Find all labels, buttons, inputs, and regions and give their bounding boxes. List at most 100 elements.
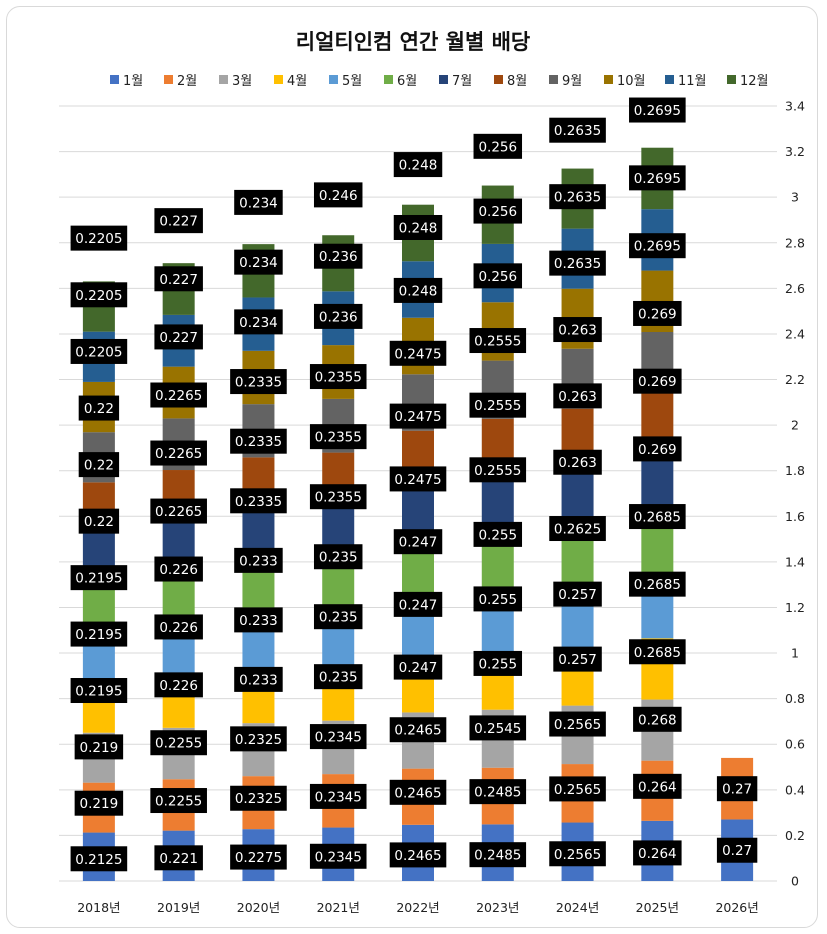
data-label: 0.22 (84, 401, 114, 417)
data-label-box (549, 516, 606, 542)
data-label-box (389, 717, 447, 743)
y-axis: 0 0.2 0.4 0.6 0.8 1 1.2 1.4 1.6 1.8 2 2.2 2.4 2.6 2.8 3… (785, 99, 805, 889)
data-label: 0.2195 (75, 627, 122, 643)
y-tick-label: 0.2 (785, 828, 805, 843)
data-label: 0.269 (638, 442, 677, 458)
data-label: 0.246 (319, 188, 358, 204)
legend: 1월 2월 3월 4월 5월 6월 7월 8월 9월 10월 11월 12월 (110, 74, 769, 89)
data-label-box (230, 369, 287, 395)
data-label-box (234, 607, 283, 633)
data-label: 0.2355 (315, 370, 362, 386)
data-label-box (70, 621, 128, 647)
x-tick-label: 2024년 (556, 900, 599, 915)
data-label-box (473, 133, 523, 159)
data-label-box (389, 779, 447, 805)
x-tick-label: 2022년 (396, 900, 439, 915)
data-label: 0.2485 (474, 848, 521, 864)
data-label: 0.2465 (394, 785, 441, 801)
data-label-box (629, 97, 686, 123)
x-tick-label: 2023년 (476, 900, 519, 915)
legend-swatch (494, 75, 503, 84)
data-label-box (234, 189, 283, 215)
data-label-box (553, 317, 602, 343)
data-label-box (78, 452, 120, 478)
y-tick-label: 1.2 (785, 600, 805, 615)
data-label: 0.263 (558, 455, 597, 471)
data-label-box (393, 654, 443, 680)
data-label: 0.2635 (554, 256, 601, 272)
data-label: 0.27 (722, 843, 752, 859)
data-label: 0.2475 (394, 472, 441, 488)
data-label: 0.227 (159, 272, 198, 288)
data-label-box (473, 521, 523, 547)
data-label: 0.2205 (75, 288, 122, 304)
data-label-box (154, 266, 203, 292)
data-label: 0.219 (80, 796, 119, 812)
data-label: 0.236 (319, 309, 358, 325)
data-label: 0.263 (558, 389, 597, 405)
data-label-box (309, 424, 367, 450)
data-label: 0.2465 (394, 848, 441, 864)
data-label-box (469, 779, 527, 805)
data-label: 0.2555 (474, 334, 521, 350)
data-label: 0.2695 (634, 103, 681, 119)
data-label-box (393, 214, 443, 240)
x-tick-label: 2021년 (317, 900, 360, 915)
legend-label: 4월 (287, 74, 307, 89)
data-label-box (74, 790, 124, 816)
data-label: 0.2555 (474, 398, 521, 414)
y-tick-label: 0 (791, 874, 799, 889)
data-label: 0.22 (84, 514, 114, 530)
data-label-box (473, 198, 523, 224)
data-label-box (549, 184, 606, 210)
data-label-box (629, 504, 686, 530)
data-label-box (389, 842, 447, 868)
data-label-box (309, 783, 367, 809)
data-label-box (154, 556, 203, 582)
data-label: 0.2345 (315, 730, 362, 746)
legend-label: 12월 (740, 74, 769, 89)
data-label: 0.2275 (235, 850, 282, 866)
data-label: 0.2545 (474, 721, 521, 737)
data-label: 0.2125 (75, 852, 122, 868)
data-label-box (309, 364, 367, 390)
data-label-box (313, 303, 363, 329)
data-label-box (633, 300, 682, 326)
data-label-box (78, 395, 120, 421)
data-label-box (553, 449, 602, 475)
data-label: 0.256 (478, 269, 517, 285)
data-label: 0.257 (558, 587, 597, 603)
legend-swatch (604, 75, 613, 84)
legend-item: 2월 (164, 74, 197, 89)
data-label: 0.235 (319, 550, 358, 566)
data-label-box (78, 508, 120, 534)
data-label: 0.255 (478, 592, 517, 608)
data-label-box (74, 734, 124, 760)
data-label-box (234, 666, 283, 692)
data-label: 0.2345 (315, 849, 362, 865)
data-label: 0.2565 (554, 717, 601, 733)
data-label: 0.234 (239, 315, 278, 331)
y-tick-label: 2.8 (785, 235, 805, 250)
data-label-box (469, 392, 527, 418)
legend-item: 6월 (384, 74, 417, 89)
data-label-box (469, 328, 527, 354)
data-label: 0.2195 (75, 684, 122, 700)
legend-label: 9월 (562, 74, 582, 89)
legend-item: 9월 (549, 74, 582, 89)
data-label-box (469, 457, 527, 483)
legend-label: 10월 (617, 74, 646, 89)
legend-swatch (164, 75, 173, 84)
data-label: 0.2695 (634, 171, 681, 187)
data-label: 0.221 (159, 851, 198, 867)
data-label: 0.2335 (235, 434, 282, 450)
data-label: 0.2635 (554, 123, 601, 139)
data-label-box (553, 646, 602, 672)
legend-swatch (727, 75, 736, 84)
data-label: 0.2325 (235, 732, 282, 748)
chart-title: 리얼티인컴 연간 월별 배당 (296, 30, 530, 54)
data-label: 0.2695 (634, 239, 681, 255)
y-tick-label: 2.4 (785, 326, 805, 341)
data-label: 0.247 (399, 535, 438, 551)
data-label: 0.234 (239, 255, 278, 271)
